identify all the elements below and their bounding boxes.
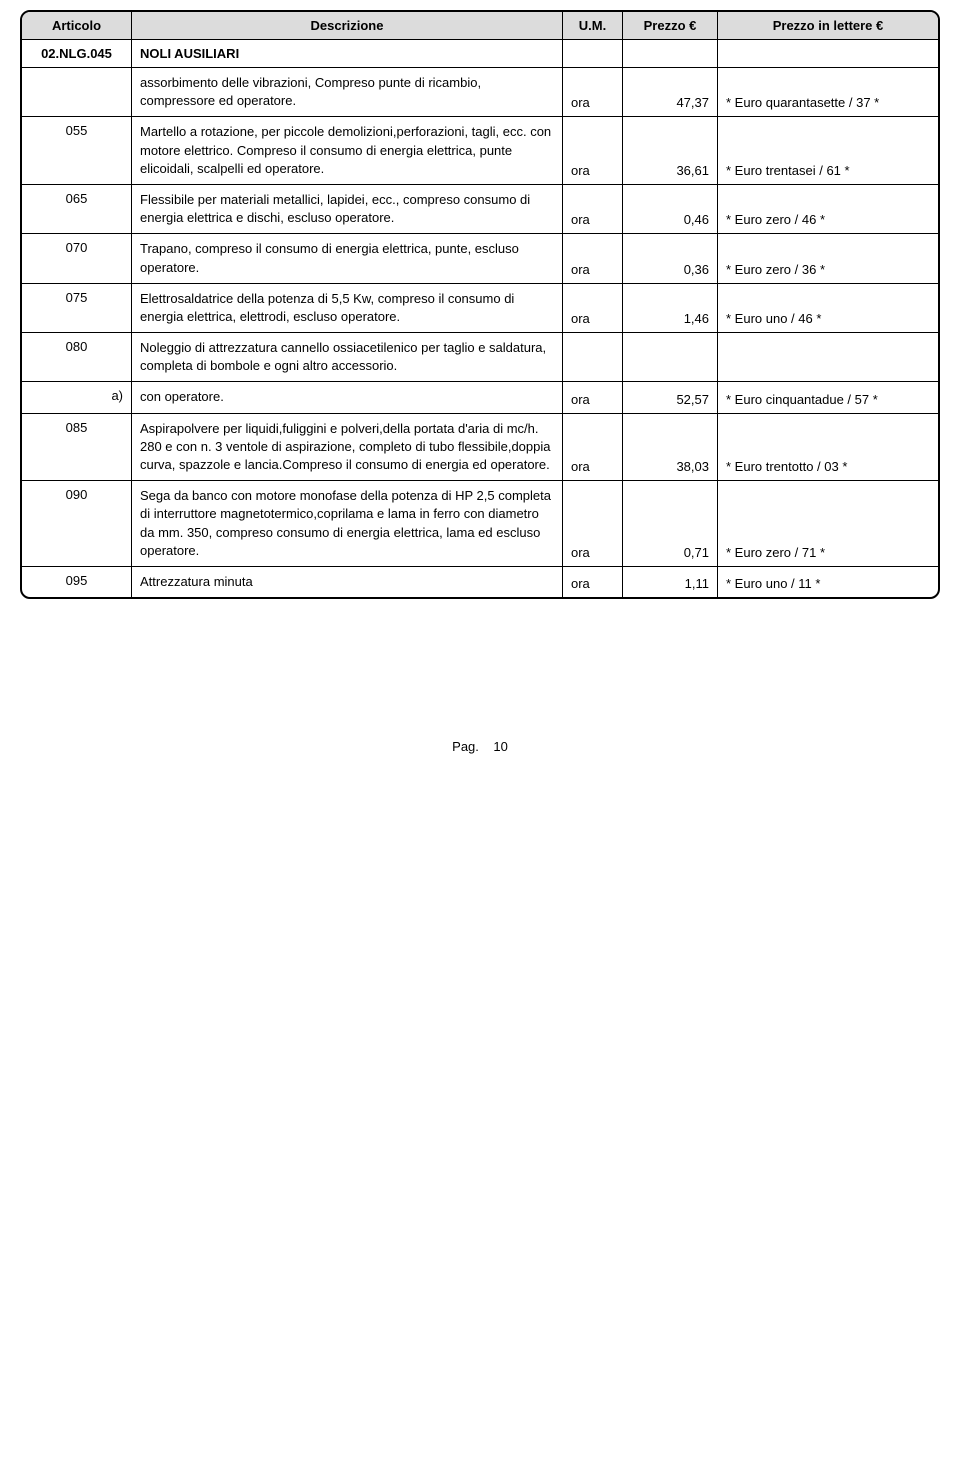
cell-descrizione: Elettrosaldatrice della potenza di 5,5 K… <box>132 284 563 332</box>
cell-lettere: * Euro zero / 36 * <box>718 234 938 282</box>
cell-um <box>563 333 623 381</box>
cell-descrizione: Sega da banco con motore monofase della … <box>132 481 563 566</box>
cell-um: ora <box>563 567 623 597</box>
cell-um: ora <box>563 481 623 566</box>
cell-prezzo: 0,46 <box>623 185 718 233</box>
cell-articolo: 090 <box>22 481 132 566</box>
page-footer: Pag. 10 <box>0 739 960 754</box>
cell-um: ora <box>563 234 623 282</box>
table-row: a)con operatore.ora52,57* Euro cinquanta… <box>22 382 938 413</box>
cell-lettere: * Euro zero / 46 * <box>718 185 938 233</box>
cell-lettere: * Euro trentasei / 61 * <box>718 117 938 184</box>
table-row: 095Attrezzatura minutaora1,11* Euro uno … <box>22 567 938 597</box>
cell-articolo: 095 <box>22 567 132 597</box>
header-descrizione: Descrizione <box>132 12 563 39</box>
cell-lettere: * Euro quarantasette / 37 * <box>718 68 938 116</box>
cell-descrizione: Flessibile per materiali metallici, lapi… <box>132 185 563 233</box>
cell-prezzo: 36,61 <box>623 117 718 184</box>
cell-prezzo <box>623 333 718 381</box>
table-row: 090Sega da banco con motore monofase del… <box>22 481 938 567</box>
cell-prezzo: 52,57 <box>623 382 718 412</box>
table-header: Articolo Descrizione U.M. Prezzo € Prezz… <box>22 12 938 40</box>
table-row: 080Noleggio di attrezzatura cannello oss… <box>22 333 938 382</box>
cell-prezzo: 47,37 <box>623 68 718 116</box>
cell-lettere: * Euro uno / 46 * <box>718 284 938 332</box>
header-articolo: Articolo <box>22 12 132 39</box>
cell-um: ora <box>563 382 623 412</box>
cell-lettere: * Euro cinquantadue / 57 * <box>718 382 938 412</box>
cell-articolo: 065 <box>22 185 132 233</box>
cell-lettere: * Euro uno / 11 * <box>718 567 938 597</box>
cell-prezzo: 0,36 <box>623 234 718 282</box>
cell-articolo: a) <box>22 382 132 412</box>
footer-label: Pag. <box>452 739 479 754</box>
cell-um: ora <box>563 185 623 233</box>
cell-descrizione: Attrezzatura minuta <box>132 567 563 597</box>
cell-um: ora <box>563 414 623 481</box>
price-table: Articolo Descrizione U.M. Prezzo € Prezz… <box>20 10 940 599</box>
cell-um: ora <box>563 117 623 184</box>
cell-articolo: 075 <box>22 284 132 332</box>
cell-descrizione: Noleggio di attrezzatura cannello ossiac… <box>132 333 563 381</box>
table-row: 070Trapano, compreso il consumo di energ… <box>22 234 938 283</box>
header-lettere: Prezzo in lettere € <box>718 12 938 39</box>
cell-articolo: 070 <box>22 234 132 282</box>
cell-um: ora <box>563 284 623 332</box>
cell-descrizione: con operatore. <box>132 382 563 412</box>
section-code: 02.NLG.045 <box>22 40 132 67</box>
cell-articolo: 085 <box>22 414 132 481</box>
cell-prezzo: 1,11 <box>623 567 718 597</box>
cell-articolo: 055 <box>22 117 132 184</box>
footer-page-number: 10 <box>493 739 507 754</box>
header-prezzo: Prezzo € <box>623 12 718 39</box>
cell-lettere: * Euro zero / 71 * <box>718 481 938 566</box>
cell-prezzo: 38,03 <box>623 414 718 481</box>
cell-articolo: 080 <box>22 333 132 381</box>
cell-lettere <box>718 333 938 381</box>
table-row: 055Martello a rotazione, per piccole dem… <box>22 117 938 185</box>
table-row: 065Flessibile per materiali metallici, l… <box>22 185 938 234</box>
cell-descrizione: assorbimento delle vibrazioni, Compreso … <box>132 68 563 116</box>
cell-prezzo: 0,71 <box>623 481 718 566</box>
section-name: NOLI AUSILIARI <box>132 40 563 67</box>
cell-descrizione: Martello a rotazione, per piccole demoli… <box>132 117 563 184</box>
table-row: 075Elettrosaldatrice della potenza di 5,… <box>22 284 938 333</box>
section-title-row: 02.NLG.045 NOLI AUSILIARI <box>22 40 938 68</box>
table-row: assorbimento delle vibrazioni, Compreso … <box>22 68 938 117</box>
cell-lettere: * Euro trentotto / 03 * <box>718 414 938 481</box>
header-um: U.M. <box>563 12 623 39</box>
table-row: 085Aspirapolvere per liquidi,fuliggini e… <box>22 414 938 482</box>
cell-um: ora <box>563 68 623 116</box>
cell-descrizione: Trapano, compreso il consumo di energia … <box>132 234 563 282</box>
cell-articolo <box>22 68 132 116</box>
cell-descrizione: Aspirapolvere per liquidi,fuliggini e po… <box>132 414 563 481</box>
cell-prezzo: 1,46 <box>623 284 718 332</box>
